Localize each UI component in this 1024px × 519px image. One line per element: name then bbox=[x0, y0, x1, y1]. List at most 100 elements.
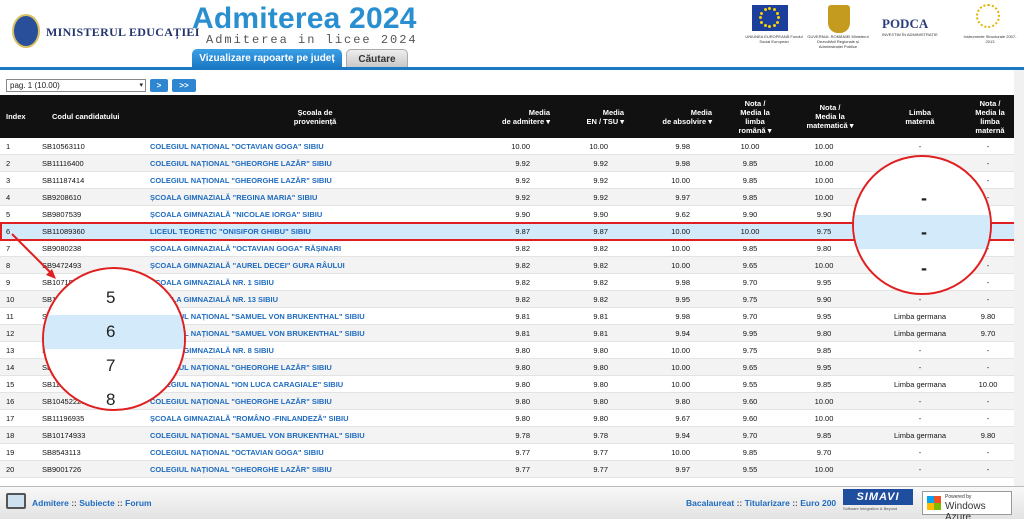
cell-math: 9.95 bbox=[816, 363, 832, 372]
cell-admission: 9.80 bbox=[515, 397, 530, 406]
cell-index: 11 bbox=[6, 312, 14, 321]
cell-index: 10 bbox=[6, 295, 15, 304]
col-index[interactable]: Index bbox=[6, 112, 26, 121]
cell-school[interactable]: COLEGIUL NAȚIONAL "GHEORGHE LAZĂR" SIBIU bbox=[150, 465, 332, 474]
cell-romanian: 10.00 bbox=[740, 142, 760, 151]
cell-school[interactable]: COLEGIUL NAȚIONAL "SAMUEL VON BRUKENTHAL… bbox=[150, 329, 365, 338]
cell-school[interactable]: COLEGIUL NAȚIONAL "SAMUEL VON BRUKENTHAL… bbox=[150, 431, 365, 440]
page-select[interactable]: pag. 1 (10.00) ▾ bbox=[6, 79, 146, 92]
cell-math: 9.75 bbox=[816, 227, 832, 236]
table-row[interactable]: 20 SB9001726 COLEGIUL NAȚIONAL "GHEORGHE L… bbox=[0, 461, 1024, 478]
cell-school[interactable]: ȘCOALA GIMNAZIALĂ "REGINA MARIA" SIBIU bbox=[150, 193, 318, 202]
app-subtitle: Admiterea in licee 2024 bbox=[206, 33, 418, 47]
col-math[interactable]: Nota / Media la matematică ▾ bbox=[806, 103, 854, 130]
col-school[interactable]: Școala de proveniență bbox=[293, 107, 337, 126]
cell-math: 9.85 bbox=[816, 431, 832, 440]
cell-mother-tongue-grade: - bbox=[986, 261, 990, 270]
cell-school[interactable]: ȘCOALA GIMNAZIALĂ NR. 13 SIBIU bbox=[150, 295, 279, 304]
cell-code: SB9208610 bbox=[42, 193, 82, 202]
zoom-dash-1: - bbox=[921, 188, 927, 208]
cell-school[interactable]: ȘCOALA GIMNAZIALĂ NR. 8 SIBIU bbox=[150, 346, 274, 355]
link-euro200[interactable]: Euro 200 bbox=[800, 498, 837, 508]
next-page-button[interactable]: > bbox=[150, 79, 168, 92]
table-row[interactable]: 9 SB10715823 ȘCOALA GIMNAZIALĂ NR. 1 SIBIU… bbox=[0, 274, 1024, 291]
cell-graduation: 10.00 bbox=[671, 244, 690, 253]
eu-star-icon bbox=[772, 23, 776, 27]
ministry-crest-icon bbox=[12, 14, 40, 48]
cell-en: 9.81 bbox=[593, 329, 608, 338]
cell-en: 9.82 bbox=[593, 244, 608, 253]
cell-school[interactable]: COLEGIUL NAȚIONAL "ION LUCA CARAGIALE" S… bbox=[150, 380, 344, 389]
azure-powered-by: Powered by bbox=[945, 494, 972, 500]
col-graduation-avg[interactable]: Media de absolvire ▾ bbox=[662, 107, 712, 126]
cell-en: 9.77 bbox=[593, 465, 608, 474]
zoom-callout-index: 5 6 7 8 bbox=[42, 267, 186, 411]
cell-school[interactable]: ȘCOALA GIMNAZIALĂ "NICOLAE IORGA" SIBIU bbox=[150, 210, 323, 219]
cell-en: 9.82 bbox=[593, 295, 608, 304]
col-candidate-code[interactable]: Codul candidatului bbox=[52, 112, 120, 121]
cell-school[interactable]: COLEGIUL NAȚIONAL "GHEORGHE LAZĂR" SIBIU bbox=[150, 363, 332, 372]
table-row[interactable]: 17 SB11196935 ȘCOALA GIMNAZIALĂ "ROMÂNO -F… bbox=[0, 410, 1024, 427]
cell-mother-tongue-grade: - bbox=[986, 142, 990, 151]
table-row[interactable]: 12SB11086477COLEGIUL NAȚIONAL "SAMUEL VO… bbox=[0, 325, 1024, 342]
cell-mother-tongue: Limba germana bbox=[893, 431, 947, 440]
cell-school[interactable]: LICEUL TEORETIC "ONISIFOR GHIBU" SIBIU bbox=[150, 227, 311, 236]
vertical-scrollbar[interactable] bbox=[1014, 70, 1024, 486]
cell-mother-tongue-grade: - bbox=[986, 159, 990, 168]
romania-coat-of-arms-icon bbox=[828, 5, 850, 33]
cell-admission: 9.92 bbox=[515, 159, 530, 168]
cell-index: 14 bbox=[6, 363, 15, 372]
table-row[interactable]: 8 SB9472493 ȘCOALA GIMNAZIALĂ "AUREL DECEI… bbox=[0, 257, 1024, 274]
table-row[interactable]: 19 SB8543113 COLEGIUL NAȚIONAL "OCTAVIAN G… bbox=[0, 444, 1024, 461]
cell-school[interactable]: COLEGIUL NAȚIONAL "GHEORGHE LAZĂR" SIBIU bbox=[150, 397, 332, 406]
cell-admission: 9.82 bbox=[515, 295, 530, 304]
cell-en: 9.80 bbox=[593, 414, 608, 423]
cell-mother-tongue-grade: - bbox=[986, 193, 990, 202]
table-row[interactable]: 3 SB11187414 COLEGIUL NAȚIONAL "GHEORGHE L… bbox=[0, 172, 1024, 189]
last-page-button[interactable]: >> bbox=[172, 79, 196, 92]
cell-school[interactable]: ȘCOALA GIMNAZIALĂ NR. 1 SIBIU bbox=[150, 278, 274, 287]
cell-code: SB9001726 bbox=[42, 465, 82, 474]
cell-math: 10.00 bbox=[814, 397, 834, 406]
table-row[interactable]: 1 SB10563110 COLEGIUL NAȚIONAL "OCTAVIAN G… bbox=[0, 138, 1024, 155]
col-romanian[interactable]: Nota / Media la limba română ▾ bbox=[738, 98, 772, 135]
link-bacalaureat[interactable]: Bacalaureat bbox=[686, 498, 735, 508]
col-mother-tongue[interactable]: Limba maternă bbox=[905, 107, 935, 126]
cell-school[interactable]: COLEGIUL NAȚIONAL "GHEORGHE LAZĂR" SIBIU bbox=[150, 176, 332, 185]
cell-math: 9.90 bbox=[816, 295, 832, 304]
col-en-tsu-avg[interactable]: Media EN / TSU ▾ bbox=[586, 107, 624, 126]
cell-index: 5 bbox=[6, 210, 11, 219]
cell-school[interactable]: ȘCOALA GIMNAZIALĂ "AUREL DECEI" GURA RÂU… bbox=[150, 261, 345, 270]
cell-admission: 9.80 bbox=[515, 414, 530, 423]
tab-reports-by-county[interactable]: Vizualizare rapoarte pe județ bbox=[192, 49, 342, 68]
link-forum[interactable]: Forum bbox=[125, 498, 152, 508]
cell-school[interactable]: COLEGIUL NAȚIONAL "SAMUEL VON BRUKENTHAL… bbox=[150, 312, 365, 321]
cell-school[interactable]: COLEGIUL NAȚIONAL "OCTAVIAN GOGA" SIBIU bbox=[150, 142, 324, 151]
cell-romanian: 9.85 bbox=[742, 244, 758, 253]
table-row[interactable]: 2 SB11116400 COLEGIUL NAȚIONAL "GHEORGHE L… bbox=[0, 155, 1024, 172]
table-row[interactable]: 18 SB10174933 COLEGIUL NAȚIONAL "SAMUEL VO… bbox=[0, 427, 1024, 444]
cell-romanian: 9.70 bbox=[742, 278, 758, 287]
cell-index: 2 bbox=[6, 159, 11, 168]
zoom-index-5: 5 bbox=[106, 288, 116, 307]
cell-index: 4 bbox=[6, 193, 11, 202]
col-admission-avg[interactable]: Media de admitere ▾ bbox=[502, 107, 550, 126]
table-row[interactable]: 16 SB10452229 COLEGIUL NAȚIONAL "GHEORGHE … bbox=[0, 393, 1024, 410]
cell-code: SB9080238 bbox=[42, 244, 82, 253]
link-titularizare[interactable]: Titularizare bbox=[744, 498, 790, 508]
link-admitere[interactable]: Admitere bbox=[32, 498, 69, 508]
cell-school[interactable]: ȘCOALA GIMNAZIALĂ "ROMÂNO -FINLANDEZĂ" S… bbox=[150, 414, 349, 423]
cell-en: 9.92 bbox=[593, 176, 608, 185]
link-subiecte[interactable]: Subiecte bbox=[79, 498, 115, 508]
col-mother-tongue-grade[interactable]: Nota / Media la limba maternă bbox=[975, 98, 1005, 135]
windows-azure-badge[interactable]: Powered by Windows Azure bbox=[922, 491, 1012, 519]
simavi-logo[interactable]: SIMAVI bbox=[843, 489, 913, 505]
cell-romanian: 9.85 bbox=[742, 448, 758, 457]
cell-school[interactable]: COLEGIUL NAȚIONAL "GHEORGHE LAZĂR" SIBIU bbox=[150, 159, 332, 168]
cell-school[interactable]: COLEGIUL NAȚIONAL "OCTAVIAN GOGA" SIBIU bbox=[150, 448, 324, 457]
cell-index: 13 bbox=[6, 346, 15, 355]
cell-code: SB8543113 bbox=[42, 448, 81, 457]
cell-school[interactable]: ȘCOALA GIMNAZIALĂ "OCTAVIAN GOGA" RĂȘINA… bbox=[150, 244, 342, 253]
tab-search[interactable]: Căutare bbox=[346, 49, 408, 68]
